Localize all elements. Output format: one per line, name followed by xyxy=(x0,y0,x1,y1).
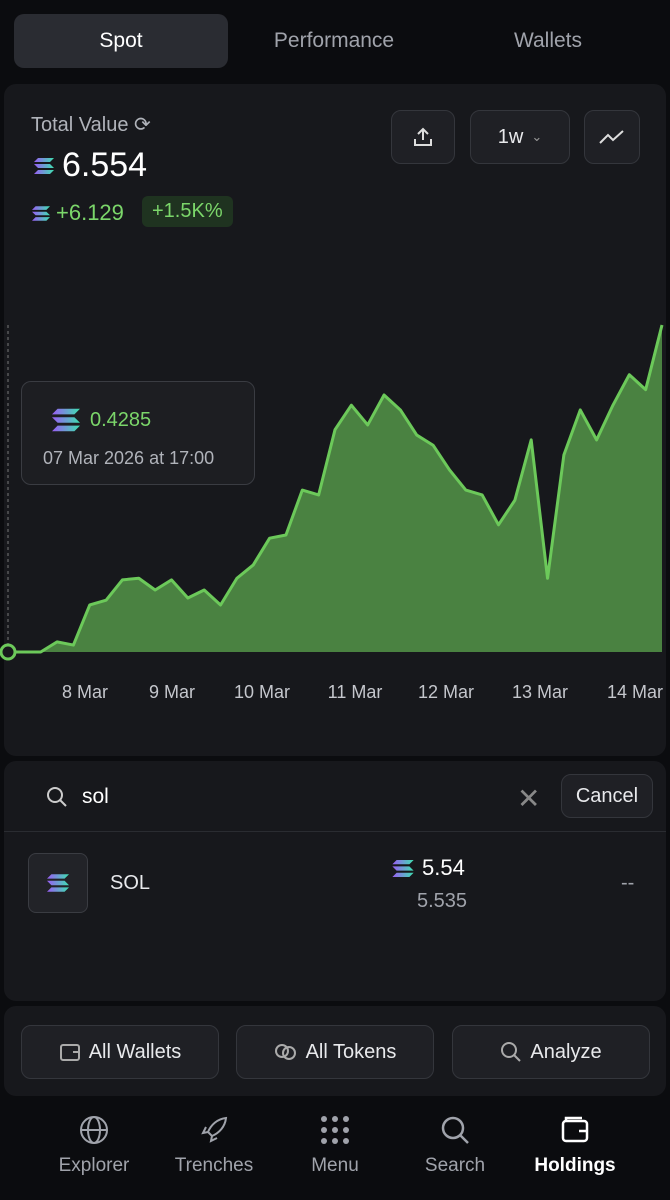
nav-label: Search xyxy=(424,1155,486,1176)
tooltip: 0.4285 07 Mar 2026 at 17:00 xyxy=(21,381,255,485)
nav-label: Holdings xyxy=(534,1155,616,1176)
filter-button[interactable]: Analyze xyxy=(452,1025,650,1079)
token-symbol[interactable]: SOL xyxy=(110,872,151,894)
nav-label: Menu xyxy=(311,1155,359,1176)
nav-item[interactable]: Holdings xyxy=(515,1115,635,1177)
nav-item[interactable]: Menu xyxy=(275,1115,395,1177)
filter-button[interactable]: All Wallets xyxy=(21,1025,219,1079)
total-label: Total Value ⟳ xyxy=(31,114,151,136)
tooltip-time: 07 Mar 2026 at 17:00 xyxy=(43,448,215,468)
x-tick-label: 8 Mar xyxy=(62,682,108,702)
chart: 8 Mar 9 Mar 10 Mar 11 Mar 12 Mar 13 Mar 14 Mar xyxy=(0,324,664,702)
range-button[interactable]: 1w ⌄ xyxy=(470,110,570,164)
token-amount: 5.54 xyxy=(392,855,465,881)
tab[interactable]: Wallets xyxy=(513,29,583,52)
x-tick-label: 13 Mar xyxy=(512,682,568,702)
divider xyxy=(4,831,666,832)
tooltip-value: 0.4285 xyxy=(90,408,152,431)
tab[interactable]: Spot xyxy=(14,14,228,68)
token-icon xyxy=(28,853,88,913)
nav-label: Explorer xyxy=(58,1155,130,1176)
area-line xyxy=(8,324,664,654)
range: 1w xyxy=(497,125,524,148)
share-button[interactable] xyxy=(391,110,455,164)
nav-item[interactable]: Search xyxy=(395,1115,515,1177)
hover-point xyxy=(0,643,17,661)
filter-label: Analyze xyxy=(530,1040,602,1063)
x-tick-label: 11 Mar xyxy=(328,682,383,702)
x-tick-label: 10 Mar xyxy=(234,682,290,702)
filter-label: All Wallets xyxy=(88,1040,182,1063)
tab[interactable]: Performance xyxy=(273,29,395,52)
area-fill xyxy=(8,325,662,652)
x-tick-label: 12 Mar xyxy=(418,682,474,702)
change-value: +6.129 xyxy=(56,200,124,225)
cancel-button[interactable]: Cancel xyxy=(561,774,653,818)
search-query[interactable]: sol xyxy=(82,785,109,808)
filter-label: All Tokens xyxy=(305,1040,397,1063)
clear-button[interactable]: ✕ xyxy=(517,783,541,814)
token-change: -- xyxy=(621,872,635,894)
nav-label: Trenches xyxy=(174,1155,254,1176)
total-value: 6.554 xyxy=(34,146,147,185)
x-tick-label: 14 Mar xyxy=(607,682,663,702)
label: Total Value xyxy=(31,114,129,136)
search-icon xyxy=(47,787,67,807)
x-tick-label: 9 Mar xyxy=(149,682,195,702)
token-value: 5.535 xyxy=(417,890,468,912)
amount: 5.54 xyxy=(422,855,465,880)
change-pct: +1.5K% xyxy=(142,196,233,227)
nav-item[interactable]: Trenches xyxy=(154,1115,274,1177)
value: 6.554 xyxy=(62,146,148,184)
change: +6.129 xyxy=(32,200,124,226)
nav-item[interactable]: Explorer xyxy=(34,1115,154,1177)
filter-button[interactable]: All Tokens xyxy=(236,1025,434,1079)
holdings-card xyxy=(4,761,666,1001)
chart-type-button[interactable] xyxy=(584,110,640,164)
